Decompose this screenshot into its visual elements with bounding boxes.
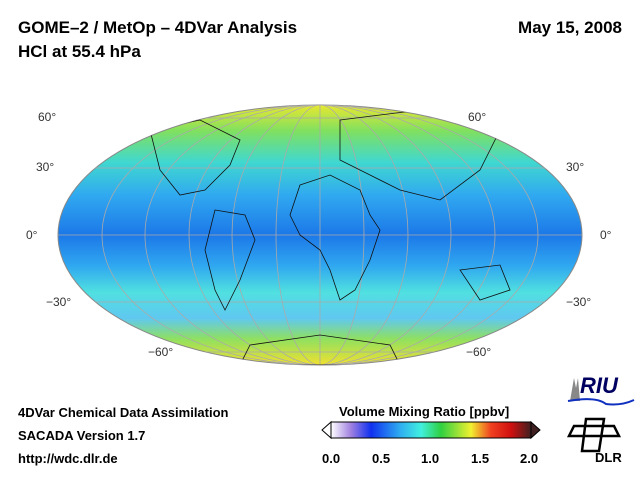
page-title: GOME–2 / MetOp – 4DVar Analysis xyxy=(18,18,298,37)
colorbar-tick: 1.5 xyxy=(471,451,490,466)
footer-line: SACADA Version 1.7 xyxy=(18,428,146,443)
lat-label: −60° xyxy=(466,345,492,359)
colorbar-tick: 0.5 xyxy=(372,451,391,466)
dlr-logo: DLR xyxy=(595,450,622,465)
dlr-logo-mark xyxy=(566,417,622,453)
lat-label: 60° xyxy=(468,110,487,124)
footer-link: http://wdc.dlr.de xyxy=(18,451,118,466)
graticule xyxy=(58,105,582,365)
lat-label: 30° xyxy=(36,160,55,174)
footer-line: 4DVar Chemical Data Assimilation xyxy=(18,405,229,420)
lat-label: 0° xyxy=(26,228,38,242)
colorbar-tick: 1.0 xyxy=(421,451,440,466)
riu-logo-mark xyxy=(567,378,635,406)
lat-label: 30° xyxy=(566,160,585,174)
lat-label: −60° xyxy=(148,345,174,359)
colorbar-title: Volume Mixing Ratio [ppbv] xyxy=(339,404,510,419)
date-label: May 15, 2008 xyxy=(518,18,622,37)
colorbar-tick: 0.0 xyxy=(322,451,341,466)
riu-logo: RIU xyxy=(580,373,618,398)
colorbar-tick: 2.0 xyxy=(520,451,539,466)
lat-label: 0° xyxy=(600,228,612,242)
page-subtitle: HCl at 55.4 hPa xyxy=(18,42,141,61)
colorbar xyxy=(321,420,541,440)
lat-label: −30° xyxy=(46,295,72,309)
lat-label: −30° xyxy=(566,295,592,309)
lat-label: 60° xyxy=(38,110,57,124)
